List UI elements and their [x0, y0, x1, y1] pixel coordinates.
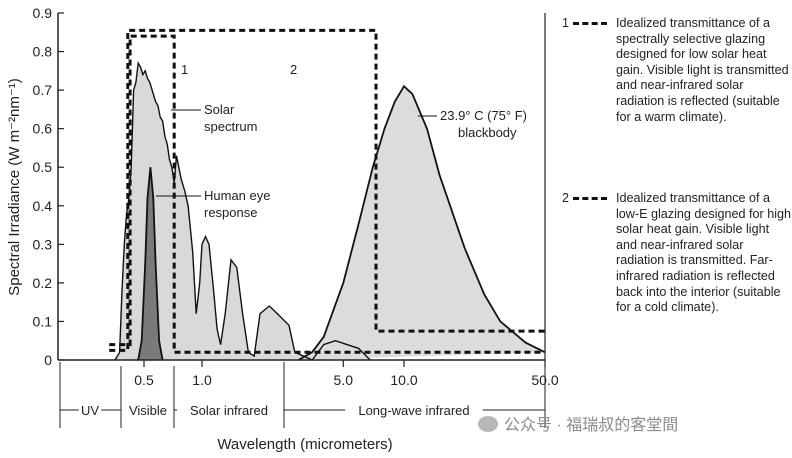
eye-response-fill	[138, 167, 163, 360]
y-tick-label: 0.8	[33, 44, 53, 60]
y-tick-label: 0.6	[33, 121, 53, 137]
y-axis-label: Spectral Irradiance (W m⁻²nm⁻¹)	[6, 78, 23, 296]
eye-response-line	[137, 167, 164, 361]
blackbody-annotation-line-1: 23.9° C (75° F)	[440, 108, 527, 123]
watermark: 公众号 · 福瑞叔的客堂間	[478, 411, 678, 435]
y-tick-label: 0.9	[33, 5, 53, 21]
y-tick-label: 0.1	[33, 313, 53, 329]
x-tick-label: 0.5	[134, 372, 154, 388]
watermark-text: 公众号 · 福瑞叔的客堂間	[504, 417, 679, 434]
x-tick-label: 10.0	[390, 372, 417, 388]
solar-spectrum-fill	[115, 63, 371, 360]
legend-number-1: 1	[562, 16, 570, 30]
wechat-icon	[478, 416, 498, 432]
eye-annotation-line-1: Human eye	[204, 188, 270, 203]
legend-dash-line-1	[573, 22, 607, 25]
x-axis-label: Wavelength (micrometers)	[217, 436, 392, 453]
y-tick-label: 0	[44, 352, 52, 368]
legend-item-2: 2 Idealized transmittance of a low-E gla…	[555, 191, 792, 366]
x-tick-label: 1.0	[192, 372, 212, 388]
glazing-2-marker: 2	[290, 62, 297, 77]
legend-number-2: 2	[562, 191, 570, 205]
legend-text-2: Idealized transmittance of a low-E glazi…	[616, 191, 792, 315]
glazing-2-line	[109, 28, 545, 352]
band-label: Visible	[129, 403, 167, 418]
legend-dash-line-2	[573, 197, 607, 200]
blackbody-line	[298, 84, 546, 361]
solar-annotation-line-2: spectrum	[204, 119, 257, 134]
glazing-1-marker: 1	[181, 62, 188, 77]
solar-annotation-line-1: Solar	[204, 102, 235, 117]
y-tick-label: 0.2	[33, 275, 53, 291]
blackbody-fill	[298, 86, 545, 361]
band-label: Long-wave infrared	[358, 403, 469, 418]
blackbody-annotation-line-2: blackbody	[458, 125, 517, 140]
y-tick-label: 0.3	[33, 236, 53, 252]
legend-text-1: Idealized transmittance of a spectrally …	[616, 16, 789, 124]
y-tick-label: 0.5	[33, 159, 53, 175]
eye-annotation-line-2: response	[204, 205, 257, 220]
glazing-1-line	[109, 34, 545, 354]
band-label: UV	[81, 403, 99, 418]
y-tick-label: 0.4	[33, 198, 53, 214]
x-tick-label: 5.0	[334, 372, 354, 388]
y-tick-label: 0.7	[33, 82, 53, 98]
legend-item-1: 1 Idealized transmittance of a spectrall…	[555, 16, 792, 176]
solar-spectrum-line	[114, 60, 371, 361]
band-label: Solar infrared	[190, 403, 268, 418]
